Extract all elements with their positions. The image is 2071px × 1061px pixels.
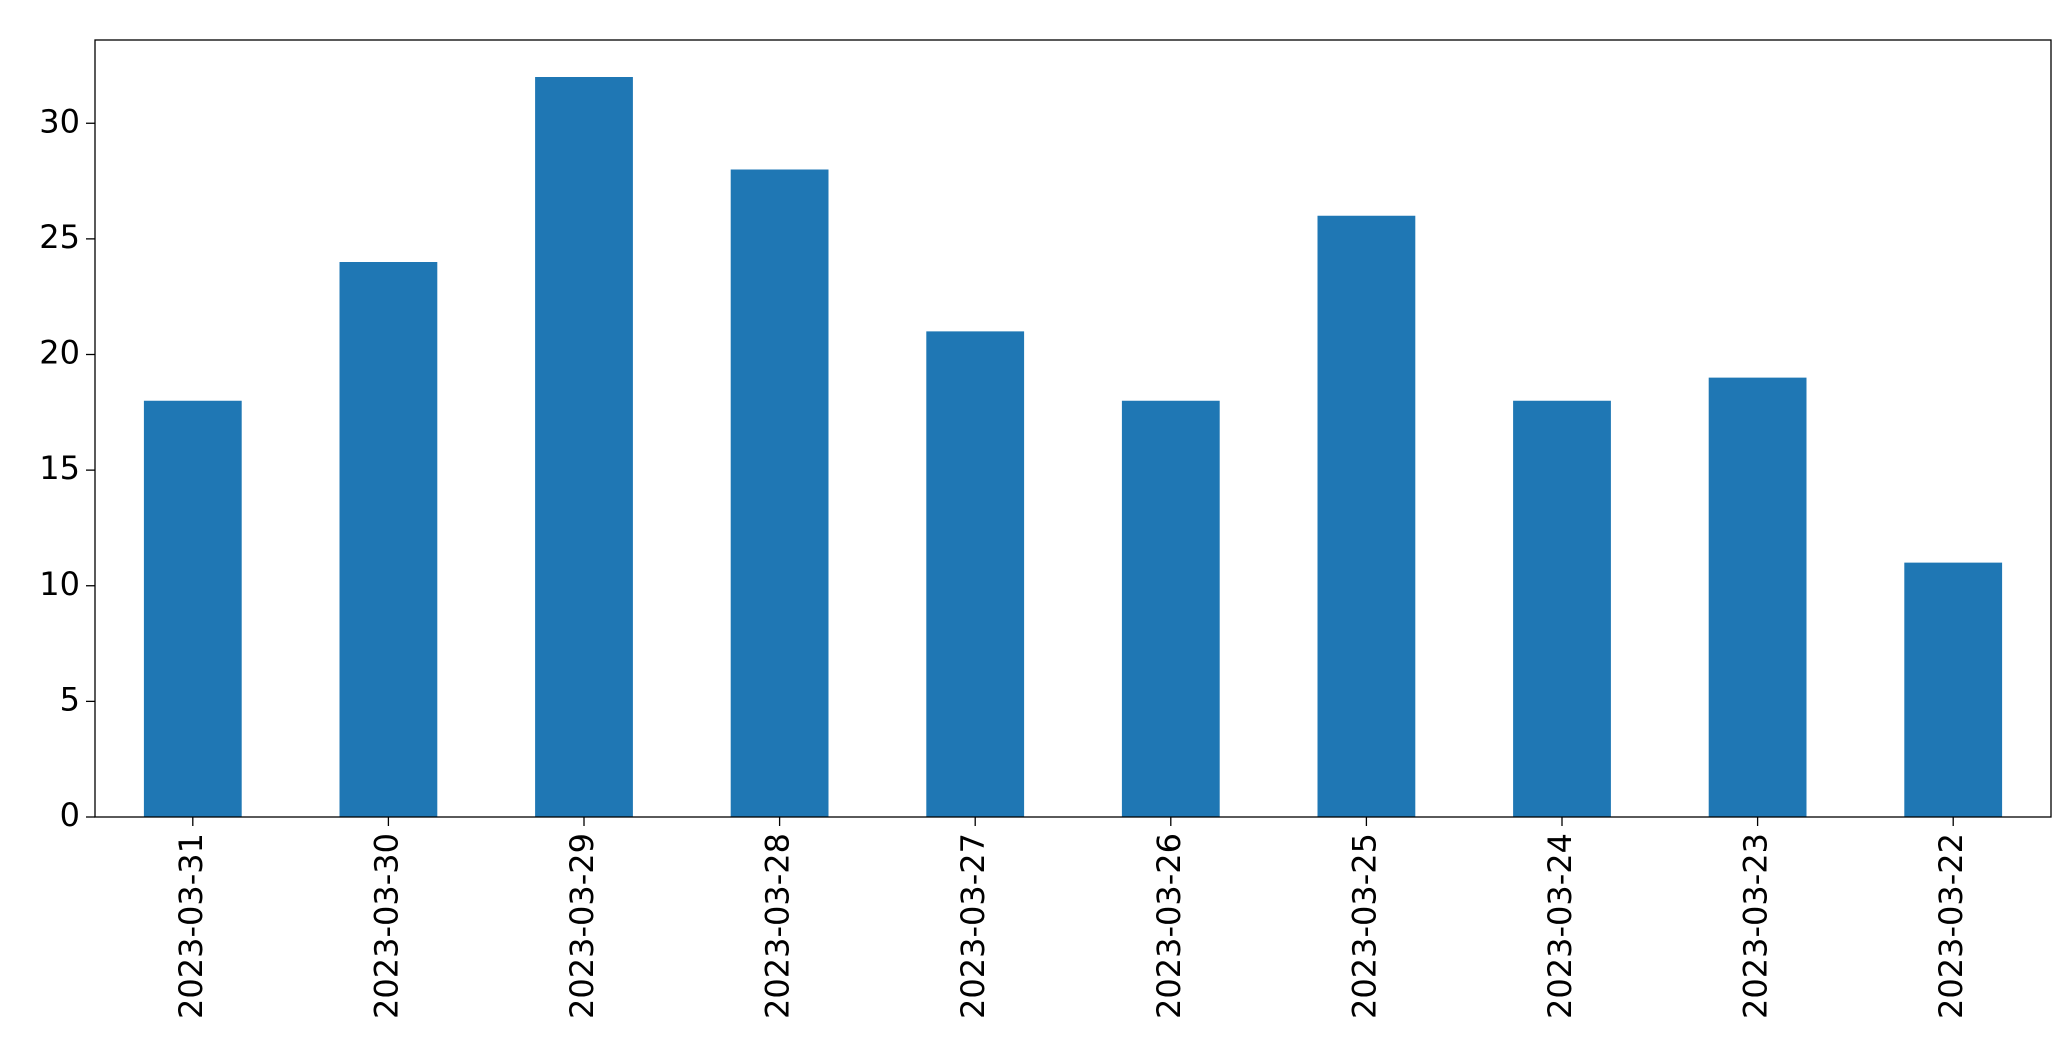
y-tick-label: 20 xyxy=(39,334,80,372)
bar xyxy=(730,169,829,817)
x-tick-label: 2023-03-24 xyxy=(1541,833,1579,1019)
bar xyxy=(1121,400,1220,817)
y-tick-label: 25 xyxy=(39,218,80,256)
bar xyxy=(1513,400,1611,817)
plot-frame xyxy=(94,39,2052,818)
x-tick-label: 2023-03-27 xyxy=(954,833,992,1019)
x-tick-label: 2023-03-22 xyxy=(1932,833,1970,1019)
bar xyxy=(1317,215,1416,817)
x-tick-label: 2023-03-30 xyxy=(367,833,405,1019)
bar xyxy=(339,262,438,817)
y-tick-label: 10 xyxy=(39,565,80,603)
bar xyxy=(535,77,633,817)
x-tick-label: 2023-03-25 xyxy=(1345,833,1383,1019)
y-tick-label: 15 xyxy=(39,449,80,487)
y-tick-label: 30 xyxy=(39,102,80,140)
bar xyxy=(143,400,242,817)
bar xyxy=(1904,562,2003,817)
x-tick-label: 2023-03-29 xyxy=(563,833,601,1019)
x-tick-label: 2023-03-31 xyxy=(172,833,210,1019)
bar xyxy=(1708,377,1807,817)
x-tick-label: 2023-03-23 xyxy=(1737,833,1775,1019)
y-tick-label: 0 xyxy=(60,796,80,834)
x-tick-label: 2023-03-26 xyxy=(1150,833,1188,1019)
y-tick-label: 5 xyxy=(60,680,80,718)
x-tick-label: 2023-03-28 xyxy=(759,833,797,1019)
bar xyxy=(926,331,1025,817)
